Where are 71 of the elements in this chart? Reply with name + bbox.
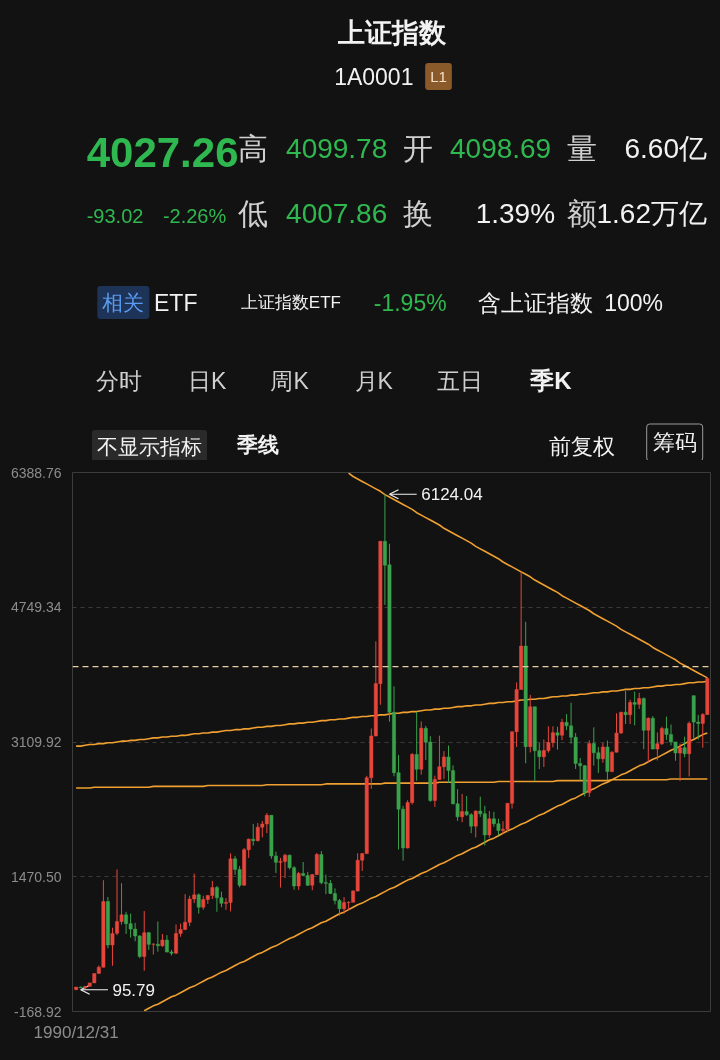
candlestick bbox=[623, 690, 628, 725]
y-tick-label: 6388.76 bbox=[10, 464, 62, 481]
text: -2.26% bbox=[162, 204, 227, 227]
candlestick bbox=[487, 810, 492, 839]
candlestick bbox=[546, 725, 551, 754]
candlestick bbox=[210, 880, 215, 900]
annotation: 95.79 bbox=[112, 980, 156, 1000]
text: 季线 bbox=[236, 433, 280, 456]
text: 低 bbox=[238, 197, 269, 230]
text: 月K bbox=[354, 367, 394, 394]
candlestick bbox=[128, 913, 133, 939]
text: 4007.86 bbox=[286, 198, 388, 229]
chart-subtitle: 1A0001 bbox=[334, 63, 414, 90]
text: 五日 bbox=[436, 367, 483, 394]
candlestick bbox=[251, 823, 256, 847]
y-tick-label: 4749.34 bbox=[10, 599, 62, 616]
text: 上证指数ETF bbox=[240, 293, 341, 312]
candlestick bbox=[678, 743, 682, 782]
text: 前复权 bbox=[549, 434, 616, 459]
candlestick bbox=[560, 718, 564, 741]
candlestick bbox=[142, 910, 147, 972]
text: 4027.26 bbox=[86, 129, 239, 176]
candlestick bbox=[155, 921, 160, 953]
candlestick bbox=[646, 716, 651, 763]
text: 100% bbox=[604, 289, 663, 316]
text: 筹码 bbox=[652, 430, 697, 455]
candlestick bbox=[460, 793, 464, 823]
text: 量 bbox=[566, 132, 597, 165]
text: ETF bbox=[154, 289, 198, 316]
text: 周K bbox=[270, 367, 310, 394]
candlestick bbox=[682, 736, 687, 758]
candlestick bbox=[151, 942, 156, 956]
candlestick bbox=[555, 726, 560, 751]
y-tick-label: -168.92 bbox=[14, 1003, 62, 1020]
candlestick bbox=[655, 731, 660, 761]
candlestick bbox=[601, 742, 605, 764]
text: 6.60亿 bbox=[624, 133, 707, 164]
candlestick bbox=[473, 809, 478, 838]
text: 换 bbox=[403, 197, 434, 230]
text: 4098.69 bbox=[449, 133, 552, 164]
text: 相关 bbox=[102, 291, 145, 314]
text: 日K bbox=[188, 367, 228, 394]
y-tick-label: 1470.50 bbox=[10, 868, 62, 885]
text: -93.02 bbox=[86, 204, 144, 227]
candlestick bbox=[278, 857, 283, 889]
text: 季K bbox=[529, 367, 573, 394]
candlestick bbox=[187, 895, 192, 927]
candlestick bbox=[296, 871, 301, 891]
x-tick-label: 1990/12/31 bbox=[33, 1022, 119, 1042]
candlestick bbox=[596, 746, 601, 774]
chart-title: 上证指数 bbox=[336, 17, 447, 48]
text: 1.62万亿 bbox=[596, 198, 707, 229]
candlestick bbox=[196, 892, 201, 915]
text: 分时 bbox=[95, 367, 142, 394]
text: 额 bbox=[566, 197, 597, 230]
text: L1 bbox=[430, 68, 447, 85]
text: 4099.78 bbox=[286, 133, 388, 164]
annotation: 6124.04 bbox=[421, 485, 483, 505]
text: 高 bbox=[238, 132, 269, 165]
candlestick bbox=[482, 805, 487, 847]
text: 含上证指数 bbox=[478, 289, 594, 316]
text: 1.39% bbox=[475, 198, 556, 229]
candlestick bbox=[664, 716, 669, 741]
text: 不显示指标 bbox=[96, 435, 202, 458]
candlestick bbox=[264, 812, 269, 834]
text: 开 bbox=[403, 132, 434, 165]
candlestick bbox=[414, 711, 419, 782]
y-tick-label: 3109.92 bbox=[10, 734, 62, 750]
text: -1.95% bbox=[373, 289, 447, 316]
candlestick bbox=[628, 699, 633, 725]
candlestick bbox=[632, 691, 637, 726]
